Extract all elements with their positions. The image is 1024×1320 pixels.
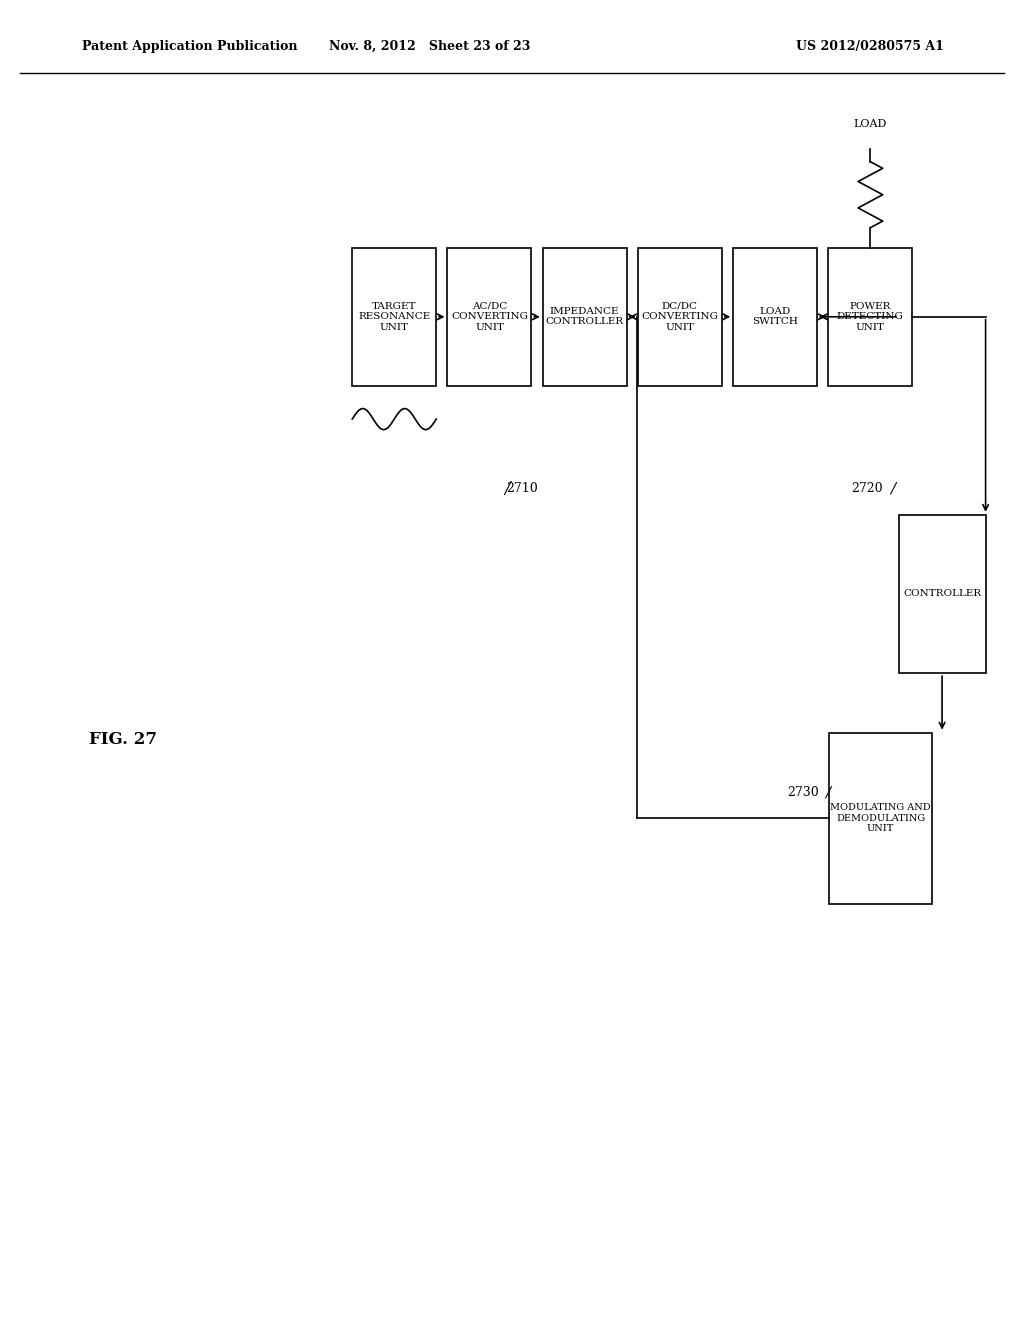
Text: AC/DC
CONVERTING
UNIT: AC/DC CONVERTING UNIT	[451, 302, 528, 331]
Text: IMPEDANCE
CONTROLLER: IMPEDANCE CONTROLLER	[546, 308, 624, 326]
Text: FIG. 27: FIG. 27	[89, 731, 157, 747]
Text: Nov. 8, 2012   Sheet 23 of 23: Nov. 8, 2012 Sheet 23 of 23	[330, 40, 530, 53]
FancyBboxPatch shape	[638, 248, 722, 385]
FancyBboxPatch shape	[899, 515, 985, 673]
FancyBboxPatch shape	[447, 248, 531, 385]
Text: /: /	[891, 482, 896, 495]
Text: /: /	[825, 785, 830, 799]
Text: 2730: 2730	[787, 785, 819, 799]
Text: /: /	[504, 480, 510, 496]
Text: MODULATING AND
DEMODULATING
UNIT: MODULATING AND DEMODULATING UNIT	[830, 804, 931, 833]
FancyBboxPatch shape	[543, 248, 627, 385]
Text: POWER
DETECTING
UNIT: POWER DETECTING UNIT	[837, 302, 904, 331]
FancyBboxPatch shape	[829, 733, 932, 904]
Text: 2720: 2720	[852, 482, 883, 495]
FancyBboxPatch shape	[828, 248, 912, 385]
Text: CONTROLLER: CONTROLLER	[903, 590, 981, 598]
Text: LOAD
SWITCH: LOAD SWITCH	[753, 308, 798, 326]
Text: DC/DC
CONVERTING
UNIT: DC/DC CONVERTING UNIT	[641, 302, 719, 331]
Text: 2710: 2710	[506, 482, 539, 495]
Text: US 2012/0280575 A1: US 2012/0280575 A1	[797, 40, 944, 53]
Text: LOAD: LOAD	[854, 119, 887, 128]
Text: Patent Application Publication: Patent Application Publication	[82, 40, 297, 53]
Text: TARGET
RESONANCE
UNIT: TARGET RESONANCE UNIT	[358, 302, 430, 331]
FancyBboxPatch shape	[733, 248, 817, 385]
FancyBboxPatch shape	[352, 248, 436, 385]
